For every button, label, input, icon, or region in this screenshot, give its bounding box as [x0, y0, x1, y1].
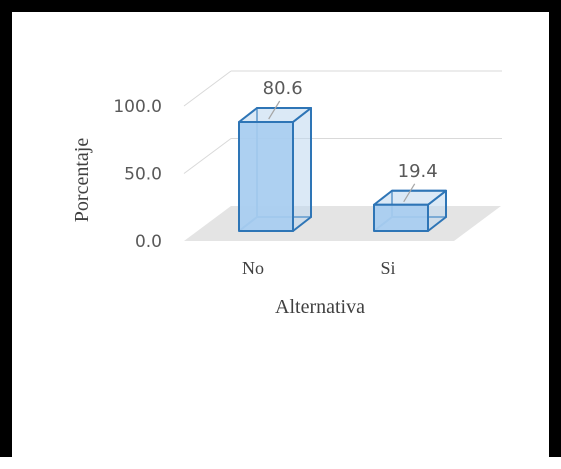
chart-canvas: 0.0 50.0 100.0 80.6 19.4 No Si Porcentaje Alte…	[71, 70, 502, 318]
bar	[373, 189, 447, 232]
bar	[238, 107, 312, 232]
data-label-leader	[268, 100, 281, 120]
y-tick-label: 0.0	[135, 232, 162, 252]
data-label: 19.4	[398, 161, 438, 182]
y-tick-label: 50.0	[124, 165, 162, 185]
gridline-diagonal	[183, 138, 232, 174]
bar-side-face	[292, 107, 312, 232]
labels: 0.0 50.0 100.0 80.6 19.4 No Si	[113, 78, 437, 278]
x-tick-label: Si	[380, 258, 395, 278]
y-axis-title: Porcentaje	[71, 138, 93, 223]
chart-floor	[184, 206, 501, 241]
gridlines	[183, 70, 502, 174]
gridline-diagonal	[183, 70, 232, 107]
chart-frame: 0.0 50.0 100.0 80.6 19.4 No Si Porcentaje Alte…	[0, 0, 561, 457]
x-axis-title: Alternativa	[275, 296, 365, 318]
bars	[238, 107, 447, 232]
data-label-leader	[403, 183, 416, 203]
bar-front-face	[373, 203, 429, 232]
floor-plane	[184, 206, 501, 241]
data-label: 80.6	[263, 78, 303, 99]
x-tick-label: No	[242, 258, 264, 278]
y-tick-label: 100.0	[113, 97, 162, 117]
bar-front-face	[238, 121, 294, 232]
